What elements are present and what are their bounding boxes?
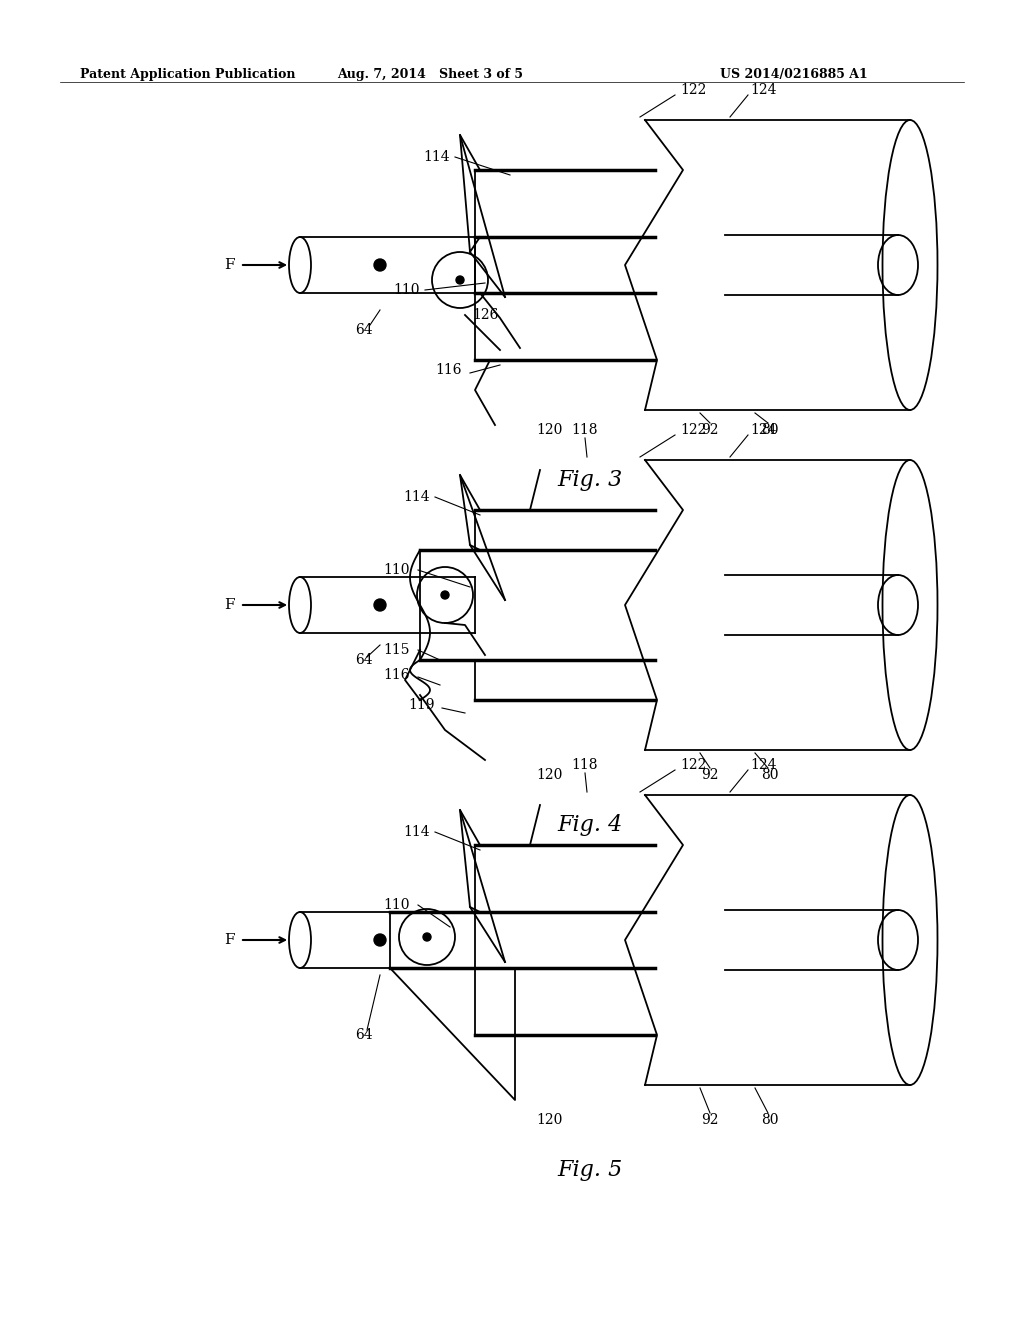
Circle shape bbox=[441, 591, 449, 599]
Text: 64: 64 bbox=[355, 323, 373, 337]
Text: 114: 114 bbox=[423, 150, 450, 164]
Text: Fig. 4: Fig. 4 bbox=[557, 814, 623, 836]
Text: 118: 118 bbox=[571, 422, 598, 437]
Text: 92: 92 bbox=[701, 422, 719, 437]
Text: 116: 116 bbox=[384, 668, 410, 682]
Text: 80: 80 bbox=[761, 422, 778, 437]
Text: 92: 92 bbox=[701, 768, 719, 781]
Text: 115: 115 bbox=[384, 643, 410, 657]
Text: 80: 80 bbox=[761, 768, 778, 781]
Text: 110: 110 bbox=[393, 282, 420, 297]
Circle shape bbox=[374, 259, 386, 271]
Text: 80: 80 bbox=[761, 1113, 778, 1127]
Text: 110: 110 bbox=[384, 564, 410, 577]
Text: Fig. 3: Fig. 3 bbox=[557, 469, 623, 491]
Text: 124: 124 bbox=[750, 758, 776, 772]
Text: 120: 120 bbox=[537, 422, 563, 437]
Circle shape bbox=[374, 935, 386, 946]
Text: US 2014/0216885 A1: US 2014/0216885 A1 bbox=[720, 69, 867, 81]
Text: Fig. 5: Fig. 5 bbox=[557, 1159, 623, 1181]
Text: 124: 124 bbox=[750, 83, 776, 96]
Text: 92: 92 bbox=[701, 1113, 719, 1127]
Text: Patent Application Publication: Patent Application Publication bbox=[80, 69, 296, 81]
Circle shape bbox=[456, 276, 464, 284]
Circle shape bbox=[374, 599, 386, 611]
Text: 64: 64 bbox=[355, 653, 373, 667]
Text: 116: 116 bbox=[435, 363, 462, 378]
Text: 118: 118 bbox=[571, 758, 598, 772]
Circle shape bbox=[423, 933, 431, 941]
Text: 119: 119 bbox=[409, 698, 435, 711]
Text: 114: 114 bbox=[403, 490, 430, 504]
Text: 114: 114 bbox=[403, 825, 430, 840]
Text: 122: 122 bbox=[680, 422, 707, 437]
Text: F: F bbox=[224, 933, 234, 946]
Text: 126: 126 bbox=[472, 308, 499, 322]
Text: F: F bbox=[224, 257, 234, 272]
Text: 122: 122 bbox=[680, 83, 707, 96]
Text: 120: 120 bbox=[537, 1113, 563, 1127]
Text: 110: 110 bbox=[384, 898, 410, 912]
Text: F: F bbox=[224, 598, 234, 612]
Text: 122: 122 bbox=[680, 758, 707, 772]
Text: 64: 64 bbox=[355, 1028, 373, 1041]
Text: 120: 120 bbox=[537, 768, 563, 781]
Text: 124: 124 bbox=[750, 422, 776, 437]
Text: Aug. 7, 2014   Sheet 3 of 5: Aug. 7, 2014 Sheet 3 of 5 bbox=[337, 69, 523, 81]
